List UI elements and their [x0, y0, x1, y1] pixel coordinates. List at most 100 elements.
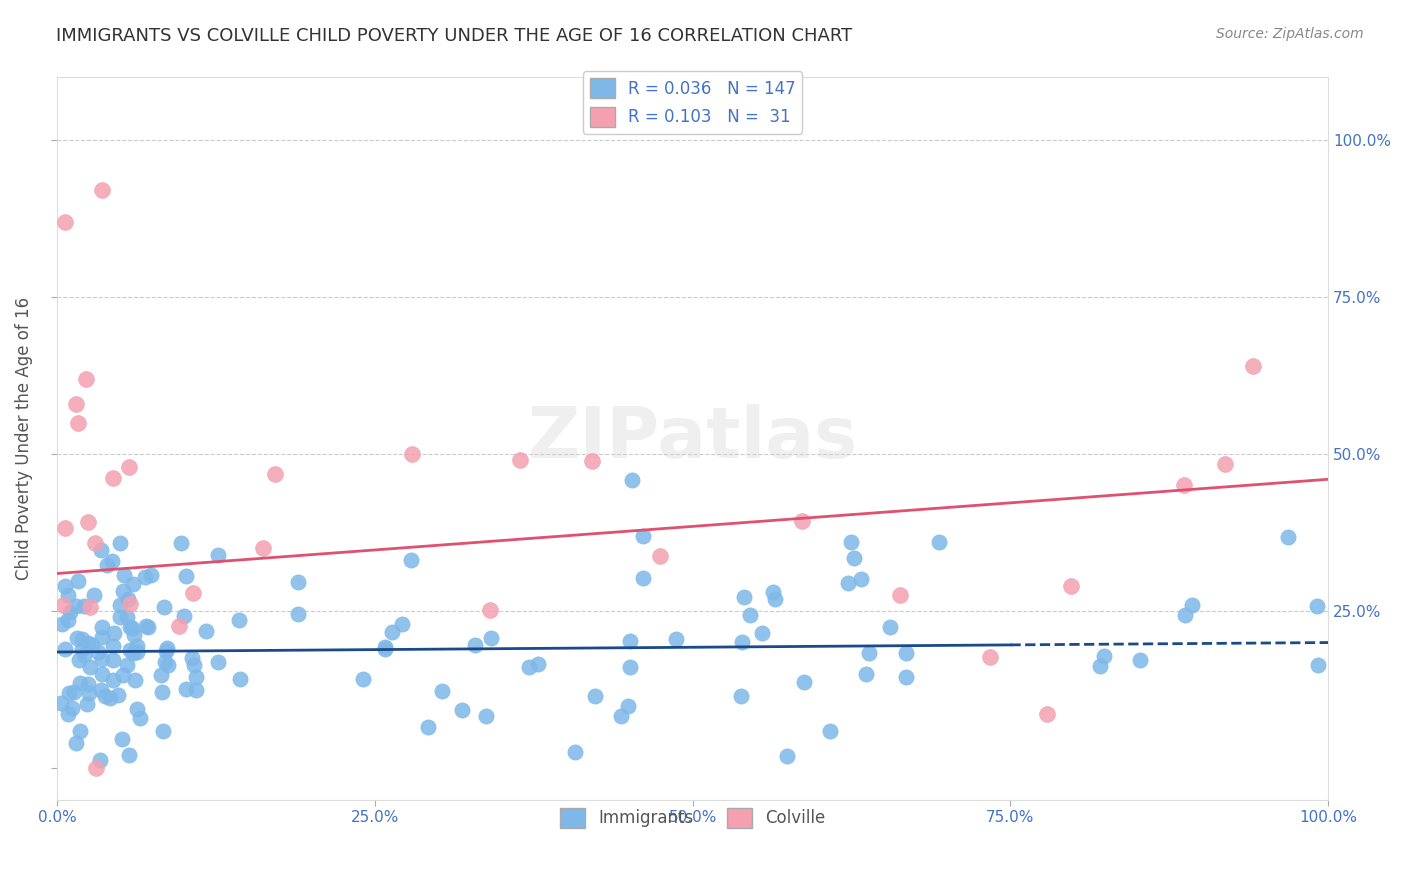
Point — [118, 620, 141, 634]
Point — [112, 583, 135, 598]
Point — [125, 645, 148, 659]
Point — [83, 588, 105, 602]
Point — [69, 653, 91, 667]
Point — [263, 467, 285, 481]
Point — [928, 535, 950, 549]
Point — [170, 535, 193, 549]
Point — [167, 619, 190, 633]
Point — [849, 572, 872, 586]
Point — [374, 641, 396, 656]
Point — [90, 543, 112, 558]
Point — [120, 643, 142, 657]
Point — [509, 453, 531, 467]
Point — [58, 686, 80, 700]
Point — [103, 639, 125, 653]
Point — [229, 672, 252, 686]
Point — [432, 684, 454, 698]
Point — [76, 636, 98, 650]
Point — [91, 630, 114, 644]
Point — [1088, 659, 1111, 673]
Point — [70, 632, 93, 646]
Point — [56, 613, 79, 627]
Point — [631, 571, 654, 585]
Point — [150, 685, 173, 699]
Point — [128, 711, 150, 725]
Point — [79, 660, 101, 674]
Point — [195, 624, 218, 639]
Point — [173, 608, 195, 623]
Point — [183, 586, 205, 600]
Point — [479, 631, 502, 645]
Point — [738, 607, 761, 622]
Point — [72, 642, 94, 657]
Point — [620, 473, 643, 487]
Point — [87, 645, 110, 659]
Point — [730, 690, 752, 704]
Point — [610, 708, 633, 723]
Point — [101, 653, 124, 667]
Point — [136, 620, 159, 634]
Point — [583, 689, 606, 703]
Point — [186, 683, 208, 698]
Point — [790, 515, 813, 529]
Point — [1306, 599, 1329, 614]
Point — [111, 731, 134, 746]
Point — [287, 607, 309, 622]
Point — [399, 553, 422, 567]
Point — [665, 632, 688, 646]
Point — [478, 603, 501, 617]
Point — [58, 589, 80, 603]
Point — [889, 588, 911, 602]
Point — [115, 609, 138, 624]
Point — [855, 666, 877, 681]
Point — [186, 670, 208, 684]
Point — [108, 610, 131, 624]
Point — [72, 599, 94, 614]
Point — [776, 748, 799, 763]
Point — [115, 658, 138, 673]
Point — [837, 575, 859, 590]
Point — [1181, 598, 1204, 612]
Point — [287, 575, 309, 590]
Point — [1306, 657, 1329, 672]
Point — [156, 640, 179, 655]
Point — [180, 651, 202, 665]
Point — [564, 745, 586, 759]
Point — [51, 616, 73, 631]
Point — [894, 646, 917, 660]
Point — [581, 454, 603, 468]
Point — [112, 668, 135, 682]
Point — [252, 541, 274, 556]
Point — [103, 626, 125, 640]
Y-axis label: Child Poverty Under the Age of 16: Child Poverty Under the Age of 16 — [15, 297, 32, 580]
Point — [207, 548, 229, 562]
Point — [153, 655, 176, 669]
Point — [1129, 653, 1152, 667]
Point — [90, 682, 112, 697]
Text: ZIPatlas: ZIPatlas — [527, 404, 858, 473]
Point — [183, 657, 205, 672]
Point — [135, 619, 157, 633]
Point — [49, 697, 72, 711]
Point — [839, 535, 862, 549]
Point — [616, 699, 638, 714]
Point — [1092, 648, 1115, 663]
Point — [91, 184, 114, 198]
Point — [53, 215, 76, 229]
Point — [63, 685, 86, 699]
Point — [66, 416, 89, 430]
Point — [101, 673, 124, 687]
Text: IMMIGRANTS VS COLVILLE CHILD POVERTY UNDER THE AGE OF 16 CORRELATION CHART: IMMIGRANTS VS COLVILLE CHILD POVERTY UND… — [56, 27, 852, 45]
Point — [150, 668, 173, 682]
Point — [1213, 457, 1236, 471]
Point — [59, 605, 82, 619]
Point — [1174, 608, 1197, 623]
Point — [207, 655, 229, 669]
Point — [631, 528, 654, 542]
Point — [122, 577, 145, 591]
Point — [91, 666, 114, 681]
Point — [73, 648, 96, 662]
Point — [75, 372, 97, 386]
Point — [76, 515, 98, 529]
Point — [858, 646, 880, 660]
